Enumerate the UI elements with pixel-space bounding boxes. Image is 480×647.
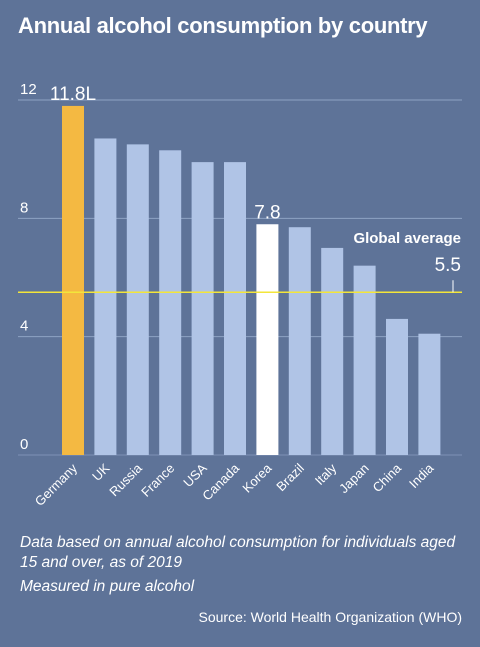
x-tick-label: India — [406, 460, 437, 491]
source-credit: Source: World Health Organization (WHO) — [198, 609, 463, 625]
x-tick-label: Italy — [312, 460, 340, 488]
x-tick-label: Brazil — [273, 460, 307, 494]
y-tick-label: 0 — [20, 436, 28, 453]
bar-korea — [256, 224, 279, 455]
bar-uk — [94, 138, 117, 456]
x-tick-label: Germany — [32, 460, 81, 509]
bar-brazil — [288, 227, 311, 455]
bars — [18, 105, 462, 456]
bar-japan — [353, 265, 376, 455]
x-tick-label: Canada — [199, 460, 242, 503]
y-tick-label: 12 — [20, 81, 37, 98]
bar-usa — [191, 162, 214, 455]
footnote-data-basis: Data based on annual alcohol consumption… — [20, 534, 456, 571]
bar-italy — [321, 247, 344, 455]
global-average-label: Global average — [353, 230, 461, 247]
bar-france — [159, 150, 182, 455]
x-tick-label: China — [369, 460, 404, 495]
footnote-measure: Measured in pure alcohol — [20, 578, 195, 595]
data-label: 7.8 — [254, 202, 280, 223]
global-average-value: 5.5 — [435, 255, 461, 276]
bar-india — [418, 333, 441, 455]
x-tick-label: Korea — [239, 460, 275, 496]
x-tick-label: France — [138, 461, 177, 500]
data-label: 11.8L — [50, 84, 96, 105]
x-tick-label: Japan — [336, 461, 372, 497]
chart-title: Annual alcohol consumption by country — [18, 13, 428, 38]
x-tick-label: UK — [89, 460, 113, 484]
bar-china — [386, 318, 408, 455]
x-tick-label: Russia — [106, 460, 145, 499]
y-tick-label: 8 — [20, 199, 28, 216]
y-tick-label: 4 — [20, 318, 28, 335]
bar-russia — [126, 144, 149, 455]
bar-germany — [62, 105, 84, 456]
bar-canada — [224, 162, 246, 455]
